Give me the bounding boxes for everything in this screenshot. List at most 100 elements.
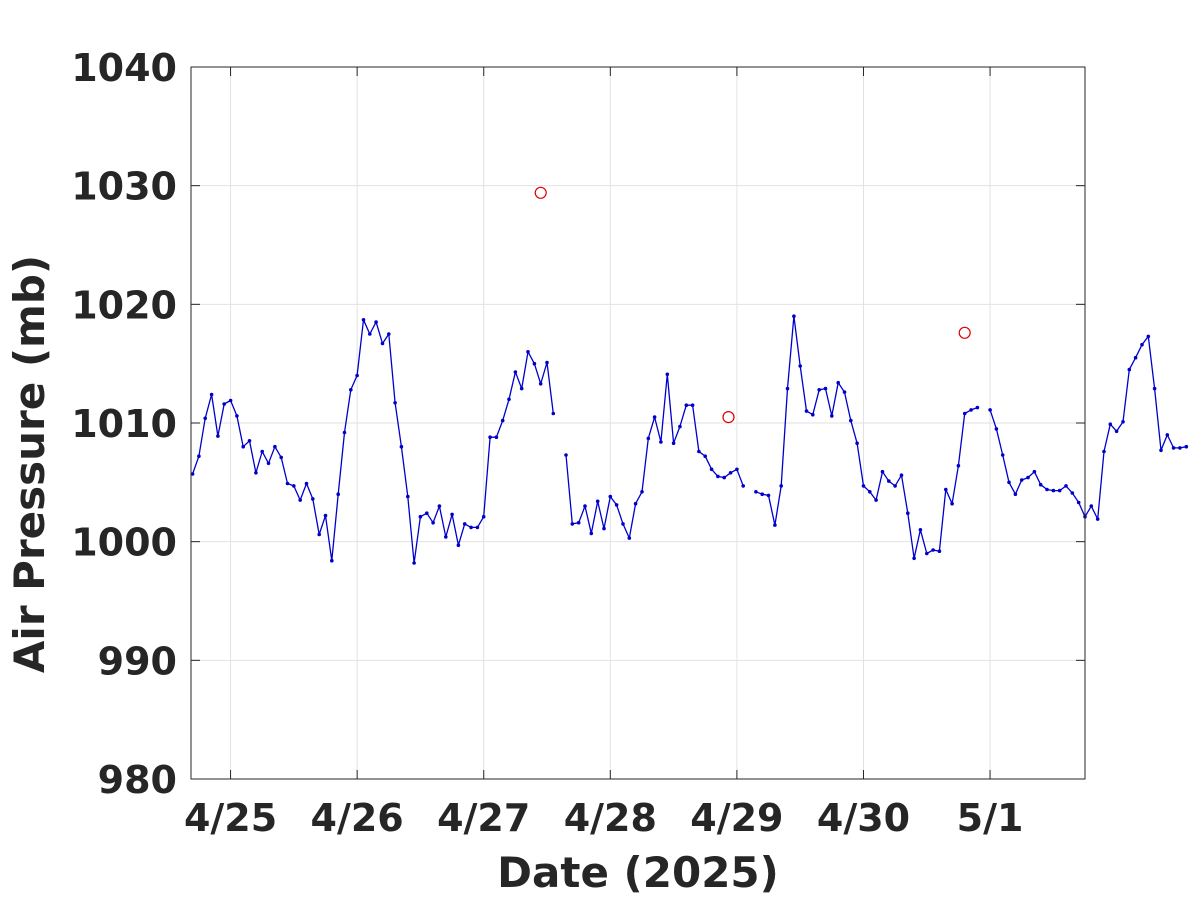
pressure-data-point [861,484,866,488]
pressure-data-point [336,492,341,497]
pressure-data-point [298,498,303,502]
pressure-data-point [311,497,315,501]
pressure-data-point [285,481,290,486]
pressure-data-point [678,424,682,429]
x-tick-label: 4/25 [184,796,277,840]
y-tick-label: 980 [98,758,177,802]
pressure-data-point [545,360,549,365]
pressure-data-point [697,449,701,454]
pressure-data-point [969,408,973,412]
y-tick-label: 1040 [71,46,177,90]
pressure-data-point [671,441,676,446]
pressure-data-point [950,501,954,506]
x-axis-title: Date (2025) [497,848,779,897]
pressure-data-point [342,430,347,435]
pressure-data-point [627,536,632,540]
pressure-data-point [1165,433,1170,437]
y-tick-label: 1020 [71,283,177,327]
pressure-data-point [209,392,214,397]
pressure-data-point [1038,482,1043,487]
pressure-data-point [633,501,638,506]
pressure-data-point [887,479,891,483]
pressure-data-point [228,398,233,403]
pressure-data-point [526,350,530,354]
pressure-data-point [532,361,537,366]
pressure-data-point [893,484,897,488]
pressure-data-point [1064,484,1068,488]
pressure-data-point [317,532,322,537]
pressure-data-point [595,499,600,504]
pressure-data-point [1070,491,1075,495]
outlier-scatter-series [534,186,971,424]
x-tick-label: 4/29 [690,796,783,840]
pressure-data-point [292,484,296,488]
pressure-data-point [1127,367,1132,372]
pressure-data-point [994,427,999,431]
pressure-data-point [1000,453,1005,457]
pressure-data-point [266,461,271,466]
pressure-data-point [640,490,644,494]
pressure-data-point [1013,492,1018,497]
pressure-data-point [709,467,714,472]
y-tick-labels: 980 990 1000 1010 1020 1030 1040 [71,46,177,802]
pressure-data-point [899,473,904,478]
pressure-data-point [1152,386,1157,391]
pressure-data-point [665,372,670,377]
y-axis-title: Air Pressure (mb) [5,255,54,673]
pressure-data-point [811,412,815,417]
pressure-data-point [1184,444,1189,449]
pressure-data-point [507,397,511,402]
pressure-data-point [589,531,594,536]
pressure-data-point [1108,422,1113,427]
pressure-data-point [431,520,435,525]
x-tick-label: 4/28 [564,796,657,840]
pressure-data-point [773,523,777,527]
pressure-data-point [988,408,992,412]
pressure-data-point [323,513,328,518]
pressure-data-point [722,475,726,480]
pressure-data-point [1007,480,1011,485]
x-tick-labels: 4/25 4/26 4/27 4/28 4/29 4/30 5/1 [184,796,1023,840]
pressure-data-point [330,558,334,563]
pressure-data-point [494,435,499,440]
pressure-data-point [956,463,961,468]
pressure-data-point [576,520,581,525]
y-tick-label: 1000 [71,521,177,565]
pressure-data-point [728,471,733,475]
pressure-data-point [804,409,809,413]
plot-frame [190,66,1086,780]
pressure-data-point [393,401,397,405]
pressure-data-point [1171,446,1176,450]
pressure-data-point [849,418,853,423]
pressure-data-point [247,439,252,443]
pressure-data-point [1045,487,1049,492]
y-tick-label: 1010 [71,402,177,446]
pressure-data-point [868,490,872,494]
y-tick-label: 990 [98,639,177,683]
pressure-data-point [621,522,625,526]
pressure-data-point [602,526,606,531]
pressure-data-point [241,444,245,449]
pressure-data-point [823,386,828,391]
pressure-data-point [1026,475,1030,480]
pressure-data-point [944,487,948,492]
pressure-data-point [488,435,492,440]
pressure-data-point [279,455,284,460]
pressure-data-point [1159,448,1163,453]
pressure-data-point [975,405,980,410]
pressure-data-point [456,543,461,547]
pressure-data-point [437,504,442,508]
pressure-data-point [760,492,764,497]
pressure-data-point [500,418,505,423]
pressure-line-segment [191,319,554,564]
pressure-data-point [412,561,416,565]
pressure-data-point [399,444,404,449]
pressure-data-point [646,436,651,441]
pressure-data-point [925,551,929,556]
pressure-data-point [766,493,771,498]
pressure-data-point [444,535,448,539]
pressure-data-point [406,494,410,499]
pressure-data-point [817,388,821,392]
pressure-data-point [349,388,353,392]
pressure-data-point [380,341,385,346]
